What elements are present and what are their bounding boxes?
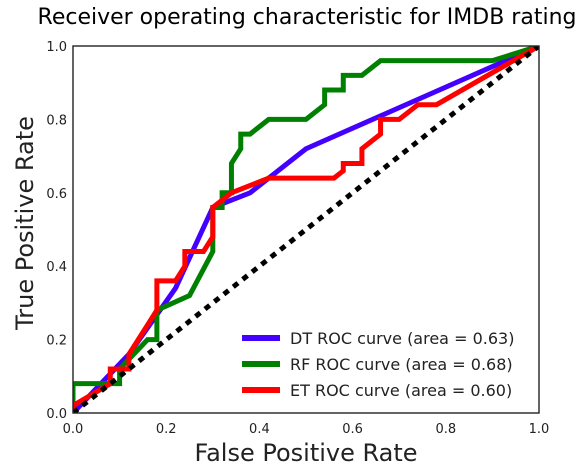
y-tick-label: 0.2 [46,334,67,349]
tick-labels: 0.0 0.2 0.4 0.6 0.8 1.0 0.0 0.2 0.4 0.6 0.8 1.0 [46,40,549,437]
y-tick-label: 0.0 [46,407,67,422]
x-tick-label: 1.0 [529,422,550,437]
series-lines [73,46,539,413]
plot-frame [72,45,540,414]
legend-entry: DT ROC curve (area = 0.63) [290,329,514,348]
chart-title: Receiver operating characteristic for IM… [38,5,577,30]
y-tick-label: 0.8 [46,113,67,128]
x-tick-label: 0.0 [63,422,84,437]
y-axis-label: True Positive Rate [11,116,39,331]
legend: DT ROC curve (area = 0.63) RF ROC curve (… [242,329,514,400]
y-tick-label: 0.6 [46,187,67,202]
series-line-et [73,46,539,413]
legend-entry: ET ROC curve (area = 0.60) [290,381,512,400]
series-line-rf [73,46,539,413]
legend-entry: RF ROC curve (area = 0.68) [290,355,513,374]
y-tick-label: 1.0 [46,40,67,55]
x-tick-label: 0.2 [156,422,177,437]
chance-diagonal-line [73,46,539,413]
x-tick-label: 0.6 [342,422,363,437]
x-tick-label: 0.8 [435,422,456,437]
x-tick-label: 0.4 [249,422,270,437]
y-tick-label: 0.4 [46,260,67,275]
plot-area: 0.0 0.2 0.4 0.6 0.8 1.0 0.0 0.2 0.4 0.6 0.8 1.0 DT R… [46,40,549,437]
x-axis-label: False Positive Rate [194,439,417,467]
